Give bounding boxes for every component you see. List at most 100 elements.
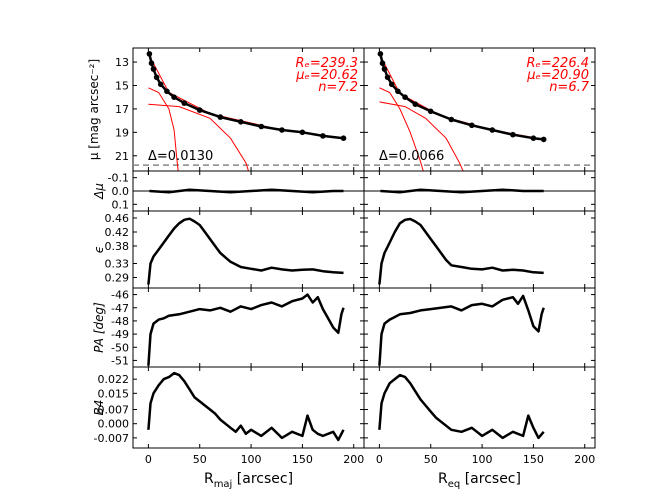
data-point: [164, 88, 170, 95]
model-component-line: [379, 87, 424, 171]
xtick-label: 150: [292, 453, 313, 466]
data-point: [148, 60, 155, 66]
pa-profile-line: [147, 293, 345, 366]
panel-content-b4-equivalent-axis: [378, 373, 545, 440]
data-point: [153, 74, 160, 81]
panel-frame-b4-equivalent-axis: [363, 366, 596, 449]
fit-parameter-label: n=6.7: [549, 80, 590, 95]
b4-profile-line: [378, 373, 545, 440]
data-point: [402, 94, 408, 100]
panel-content-eps-major-axis: [147, 217, 344, 285]
data-point: [299, 129, 306, 136]
ylabel-eps: ϵ: [92, 246, 106, 253]
ytick-label: -48: [111, 315, 129, 328]
ytick-label: 0.015: [98, 387, 130, 400]
ytick-label: 0.33: [105, 258, 130, 271]
data-point: [340, 135, 347, 141]
data-point: [540, 136, 547, 143]
ytick-label: 17: [115, 103, 129, 116]
data-point: [395, 88, 401, 95]
ytick-label: -51: [111, 354, 129, 367]
ytick-label: 13: [115, 56, 129, 69]
dmu-profile-line: [149, 188, 344, 194]
ytick-label: 15: [115, 79, 129, 92]
data-point: [530, 135, 537, 141]
ytick-label: 0.000: [98, 418, 130, 431]
panel-content-eps-equivalent-axis: [378, 217, 544, 285]
model-component-line: [148, 103, 250, 171]
xlabel-major-axis: Rmaj [arcsec]: [204, 471, 293, 490]
ytick-label: -49: [111, 328, 129, 341]
xlabel-equivalent-axis: Req [arcsec]: [438, 471, 521, 490]
pa-profile-line: [378, 294, 545, 366]
fit-parameter-label: μₑ=20.90: [526, 68, 589, 83]
panel-content-mu-equivalent-axis: [364, 51, 595, 171]
ylabel-mu: μ [mag arcsec⁻²]: [87, 59, 101, 160]
panel-content-dmu-major-axis: [133, 188, 364, 194]
xtick-label: 0: [376, 453, 383, 466]
panel-frame-pa-major-axis: [132, 287, 365, 368]
dmu-profile-line: [380, 188, 544, 194]
ytick-label: 0.42: [105, 226, 130, 239]
data-point: [217, 114, 224, 120]
panel-frame-b4-major-axis: [132, 366, 365, 449]
data-point: [146, 51, 153, 57]
eps-profile-line: [378, 217, 544, 285]
data-point: [258, 123, 265, 130]
data-point: [469, 122, 475, 129]
delta-label: Δ=0.0066: [379, 149, 444, 164]
ytick-label: 0.0: [112, 185, 130, 198]
xtick-label: 150: [523, 453, 544, 466]
data-point: [157, 81, 164, 88]
ytick-label: 0.1: [112, 198, 130, 211]
eps-profile-line: [147, 217, 344, 285]
ytick-label: 0.007: [98, 404, 130, 417]
ylabel-pa: PA [deg]: [92, 302, 106, 353]
data-point: [377, 51, 384, 57]
data-point: [379, 60, 386, 66]
xtick-label: 100: [241, 453, 262, 466]
panel-content-pa-major-axis: [147, 293, 345, 366]
panel-frame-eps-equivalent-axis: [363, 210, 596, 289]
data-point: [412, 101, 419, 107]
ytick-label: 19: [115, 126, 129, 139]
xtick-label: 0: [145, 453, 152, 466]
fit-parameter-label: Rₑ=226.4: [526, 56, 589, 71]
b4-profile-line: [147, 371, 345, 442]
ytick-label: -0.007: [94, 432, 129, 445]
data-point: [427, 108, 434, 115]
data-point: [381, 66, 388, 72]
ytick-label: -46: [111, 289, 129, 302]
data-point: [181, 100, 188, 106]
data-point: [510, 131, 516, 138]
ytick-label: 0.022: [98, 373, 130, 386]
xtick-label: 50: [193, 453, 207, 466]
panel-content-dmu-equivalent-axis: [364, 188, 595, 194]
surface-brightness-line: [148, 53, 344, 140]
ytick-label: -47: [111, 302, 129, 315]
panel-frame-eps-major-axis: [132, 210, 365, 289]
delta-label: Δ=0.0130: [148, 149, 213, 164]
data-point: [384, 74, 391, 81]
fit-parameter-label: μₑ=20.62: [295, 68, 358, 83]
panel-frame-pa-equivalent-axis: [363, 287, 596, 368]
ylabel-b4: B4: [92, 400, 106, 416]
xtick-label: 50: [424, 453, 438, 466]
data-point: [196, 107, 203, 113]
data-point: [448, 116, 455, 123]
panel-content-pa-equivalent-axis: [378, 294, 545, 366]
ytick-label: 0.29: [105, 272, 130, 285]
panel-content-b4-major-axis: [147, 371, 345, 442]
ytick-label: -50: [111, 341, 129, 354]
ytick-label: 21: [115, 150, 129, 163]
data-point: [279, 127, 285, 133]
ytick-label: -0.1: [108, 172, 129, 185]
xtick-label: 200: [574, 453, 595, 466]
data-point: [320, 133, 326, 139]
data-point: [388, 81, 395, 88]
model-component-line: [148, 87, 179, 171]
xtick-label: 200: [343, 453, 364, 466]
xtick-label: 100: [472, 453, 493, 466]
model-component-line: [379, 101, 464, 171]
